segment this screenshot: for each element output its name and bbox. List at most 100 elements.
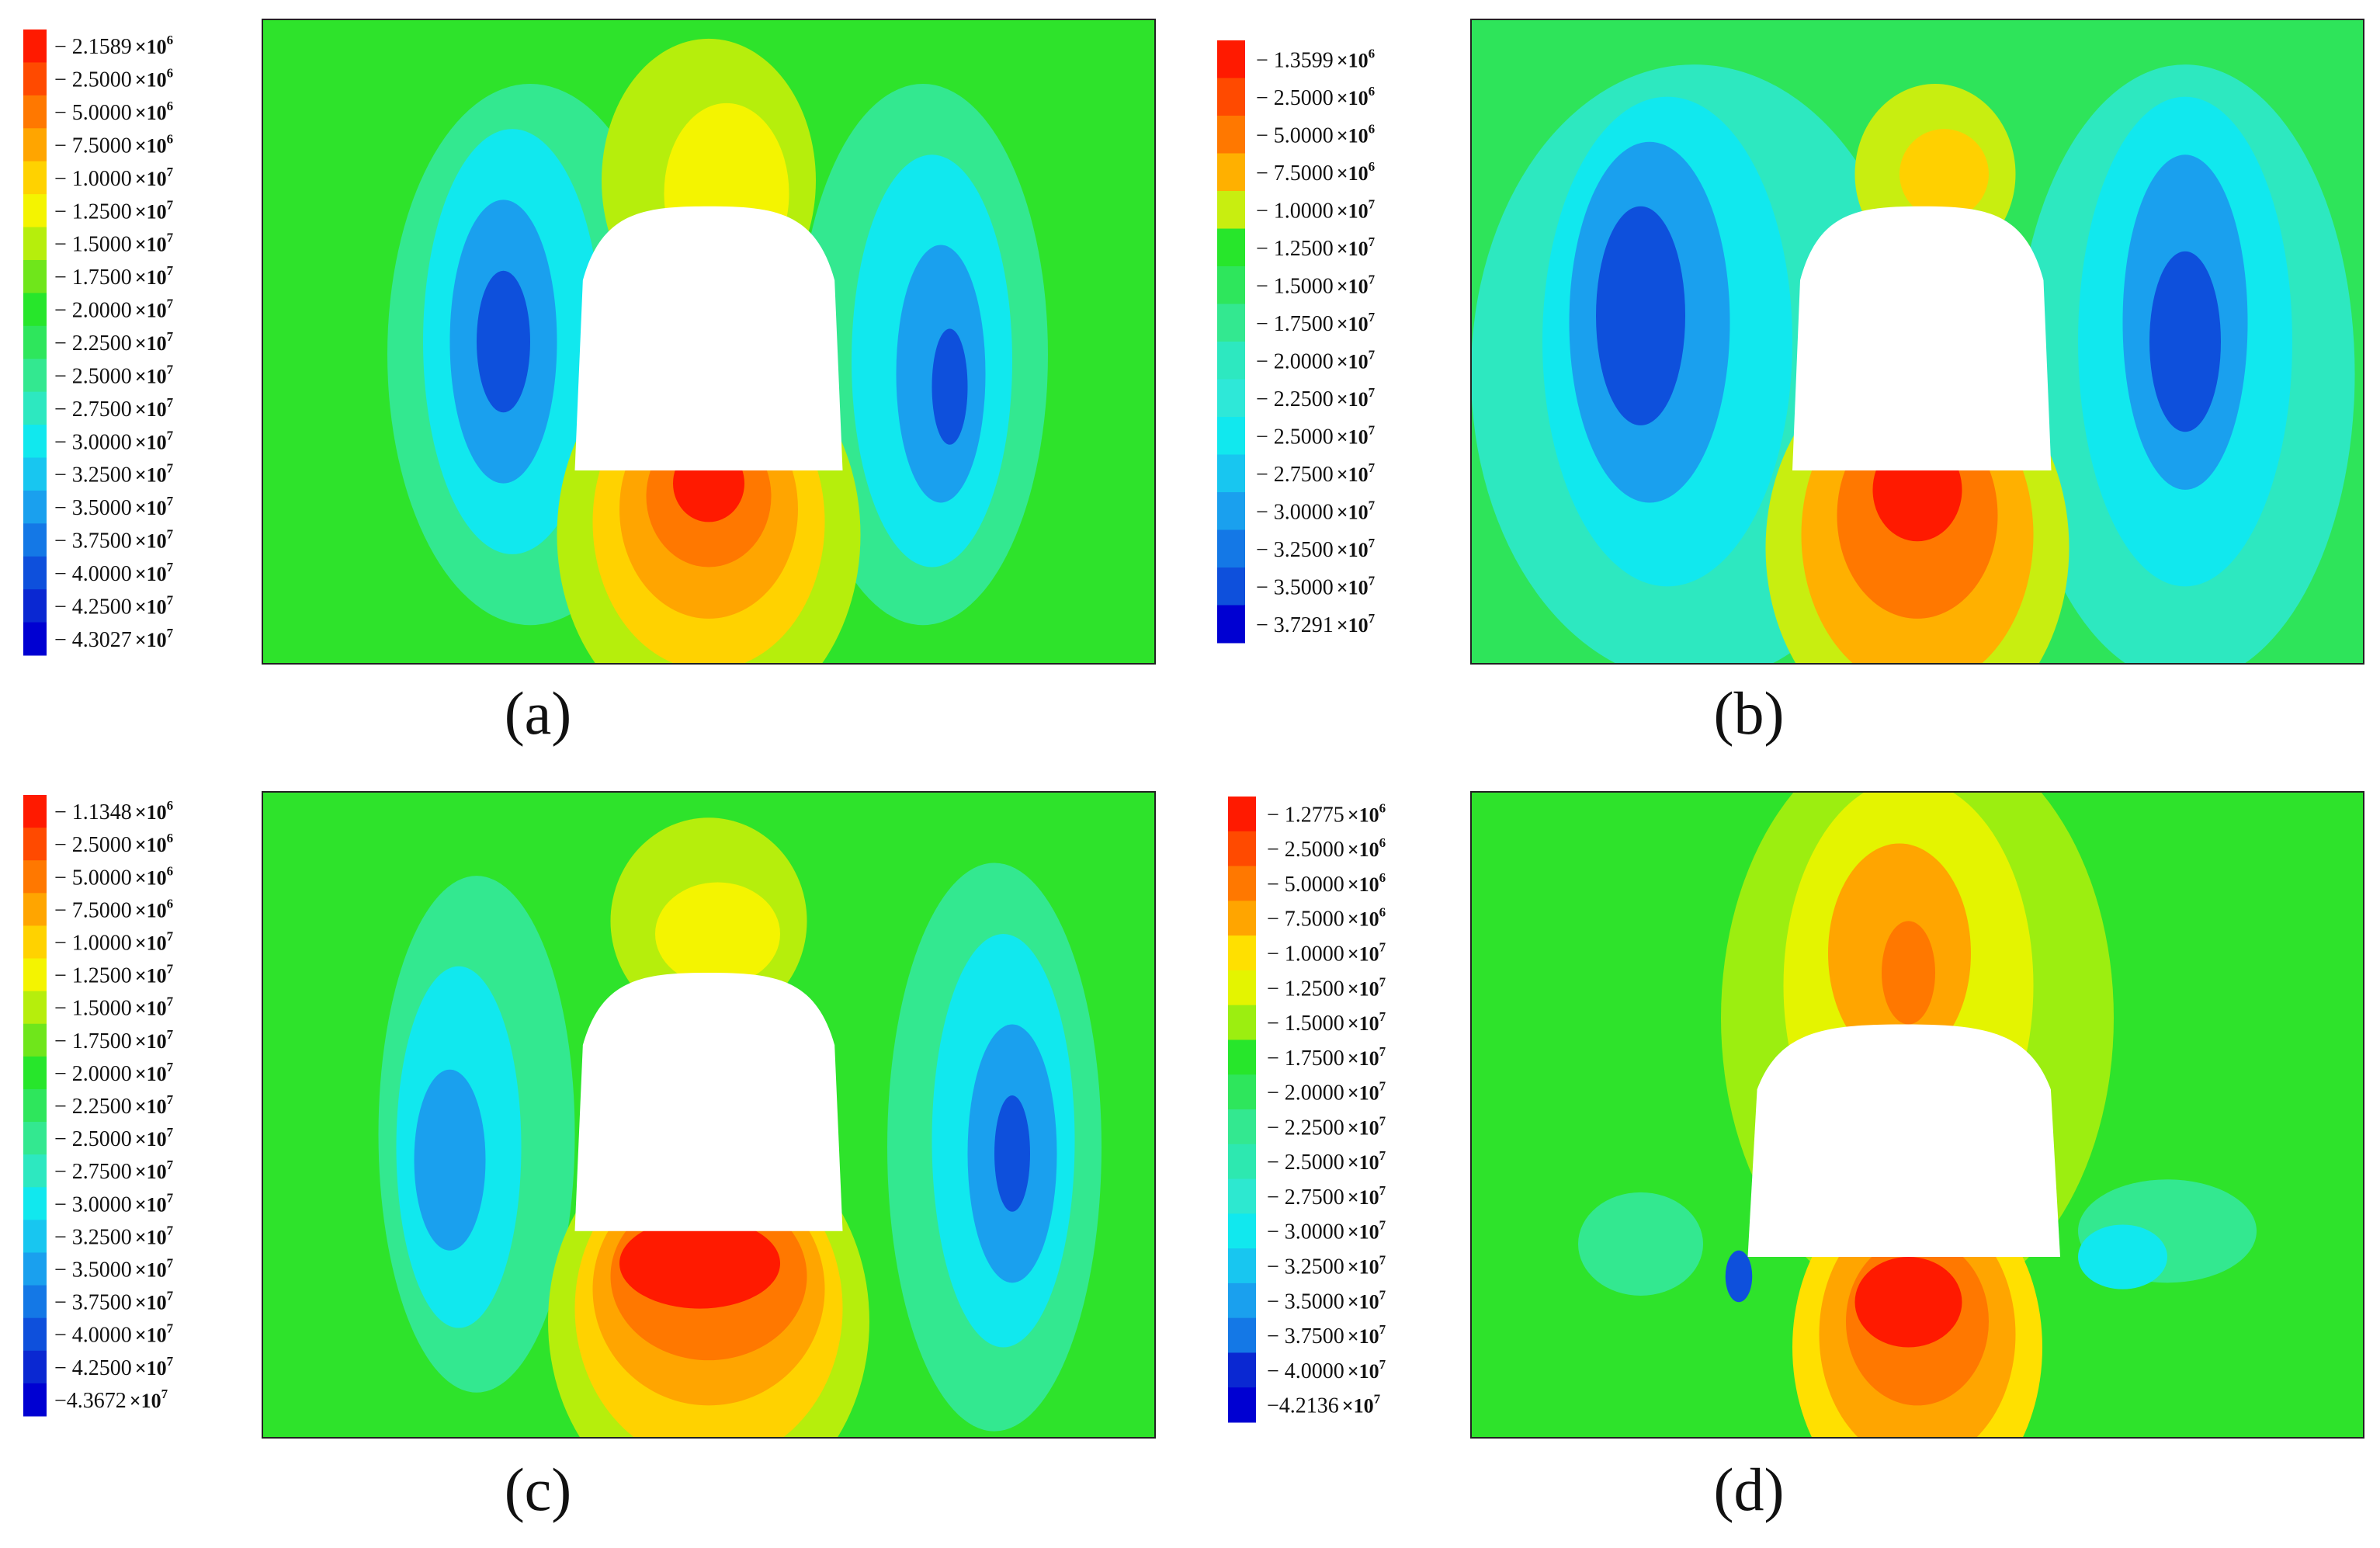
legend-label: − 3.0000 ×107 xyxy=(54,1190,174,1217)
legend-multiplier: ×10 xyxy=(1348,1047,1379,1070)
legend-label: − 1.7500 ×107 xyxy=(54,1027,174,1053)
legend-mantissa: − 1.7500 xyxy=(54,266,132,290)
legend-label: − 7.5000 ×106 xyxy=(54,131,173,158)
legend-label: − 1.7500 ×107 xyxy=(1267,1044,1386,1071)
legend-multiplier: ×10 xyxy=(135,899,167,922)
legend-multiplier: ×10 xyxy=(1337,124,1369,147)
legend-swatch xyxy=(23,556,47,590)
legend-exponent: 7 xyxy=(161,1387,168,1401)
tunnel-opening xyxy=(574,206,843,470)
legend-exponent: 7 xyxy=(167,592,174,607)
legend-swatch xyxy=(1228,831,1256,867)
legend-label: − 2.5000 ×106 xyxy=(54,831,173,857)
legend-multiplier: ×10 xyxy=(135,1030,167,1053)
panel-a: − 2.1589 ×106− 2.5000 ×106− 5.0000 ×106− 7.… xyxy=(23,19,1156,747)
legend-label: − 1.5000 ×107 xyxy=(54,231,174,257)
legend-multiplier: ×10 xyxy=(1348,1186,1379,1209)
legend-swatch xyxy=(23,359,47,393)
panel-caption: (d) xyxy=(1714,1456,1785,1523)
legend-label: − 1.0000 ×107 xyxy=(54,928,174,955)
panel-caption: (c) xyxy=(505,1456,572,1523)
legend-multiplier: ×10 xyxy=(1348,977,1379,1000)
legend-mantissa: − 2.5000 xyxy=(1267,838,1344,862)
legend-exponent: 7 xyxy=(1379,940,1386,955)
contour-region xyxy=(932,328,968,445)
legend-exponent: 7 xyxy=(167,329,174,344)
legend-mantissa: − 3.5000 xyxy=(54,1258,132,1282)
legend-multiplier: ×10 xyxy=(135,234,167,256)
legend-mantissa: − 2.2500 xyxy=(1267,1116,1344,1140)
legend-label: − 2.5000 ×106 xyxy=(1256,84,1375,110)
legend-multiplier: ×10 xyxy=(1348,1012,1379,1035)
legend-label: − 2.0000 ×107 xyxy=(1256,347,1376,373)
legend-swatch xyxy=(23,62,47,96)
tunnel-opening xyxy=(1792,206,2052,470)
legend-exponent: 7 xyxy=(167,527,174,542)
contour-region xyxy=(1596,206,1685,425)
legend-exponent: 7 xyxy=(167,1321,174,1336)
legend-swatch xyxy=(23,1350,47,1384)
legend-mantissa: − 7.5000 xyxy=(1267,908,1344,932)
legend-exponent: 6 xyxy=(167,66,174,81)
legend-mantissa: − 1.2500 xyxy=(54,964,132,988)
contour-region xyxy=(1725,1250,1753,1303)
legend-exponent: 6 xyxy=(1369,121,1376,136)
legend-mantissa: − 2.5000 xyxy=(54,1127,132,1151)
legend-label: − 1.2500 ×107 xyxy=(54,197,174,224)
legend-swatch xyxy=(23,1154,47,1188)
legend-multiplier: ×10 xyxy=(1348,908,1379,931)
legend-label: − 3.7500 ×107 xyxy=(54,1289,174,1315)
legend-multiplier: ×10 xyxy=(135,629,167,651)
legend-exponent: 7 xyxy=(167,928,174,943)
legend-exponent: 7 xyxy=(1379,1148,1386,1163)
legend-mantissa: − 4.2500 xyxy=(54,595,132,619)
legend-label: − 4.2500 ×107 xyxy=(54,1354,174,1380)
legend-exponent: 6 xyxy=(1369,46,1376,61)
legend-exponent: 7 xyxy=(167,494,174,508)
legend-mantissa: − 1.5000 xyxy=(54,233,132,257)
legend-exponent: 7 xyxy=(1374,1392,1381,1407)
legend-swatch xyxy=(1228,1387,1256,1423)
legend-label: − 3.5000 ×107 xyxy=(54,1256,174,1282)
legend-mantissa: − 3.7500 xyxy=(54,1291,132,1315)
legend-exponent: 7 xyxy=(1379,1044,1386,1059)
legend-multiplier: ×10 xyxy=(135,998,167,1020)
legend-swatch xyxy=(1217,342,1245,380)
legend-mantissa: −4.3672 xyxy=(54,1389,127,1413)
contour-region xyxy=(1854,1257,1962,1348)
legend-swatch xyxy=(1228,866,1256,901)
legend-exponent: 7 xyxy=(1369,272,1376,286)
legend-label: − 1.2500 ×107 xyxy=(1267,974,1386,1001)
legend-swatch xyxy=(1228,1282,1256,1319)
legend-label: − 1.1348 ×106 xyxy=(54,798,173,824)
legend-multiplier: ×10 xyxy=(135,365,167,387)
legend-swatch xyxy=(23,958,47,992)
legend-label: − 3.5000 ×107 xyxy=(1256,573,1376,599)
legend-mantissa: − 1.2775 xyxy=(1267,803,1344,827)
legend-swatch xyxy=(1228,1248,1256,1284)
legend-mantissa: − 3.2500 xyxy=(54,1225,132,1249)
legend-mantissa: − 2.0000 xyxy=(1267,1081,1344,1105)
legend-label: − 3.5000 ×107 xyxy=(54,494,174,520)
legend-label: − 2.0000 ×107 xyxy=(54,297,174,323)
legend-exponent: 7 xyxy=(167,395,174,410)
legend-mantissa: − 4.0000 xyxy=(54,562,132,586)
legend-mantissa: − 3.0000 xyxy=(1256,500,1334,524)
contour-region xyxy=(1899,129,1989,220)
legend-swatch xyxy=(23,194,47,228)
contour-region xyxy=(655,882,780,986)
legend-swatch xyxy=(23,95,47,129)
legend-swatch xyxy=(1217,417,1245,455)
contour-region xyxy=(414,1069,486,1251)
legend-label: − 2.2500 ×107 xyxy=(1256,385,1376,411)
legend-label: − 3.2500 ×107 xyxy=(54,1223,174,1249)
legend-mantissa: − 2.0000 xyxy=(1256,349,1334,373)
legend-label: − 2.0000 ×107 xyxy=(54,1060,174,1086)
legend-mantissa: − 3.0000 xyxy=(54,1192,132,1217)
contour-field xyxy=(1471,19,2364,664)
legend-multiplier: ×10 xyxy=(1348,943,1379,966)
legend-multiplier: ×10 xyxy=(1337,501,1369,523)
legend-swatch xyxy=(23,523,47,557)
legend-multiplier: ×10 xyxy=(135,300,167,322)
legend-label: − 1.7500 ×107 xyxy=(1256,310,1376,336)
